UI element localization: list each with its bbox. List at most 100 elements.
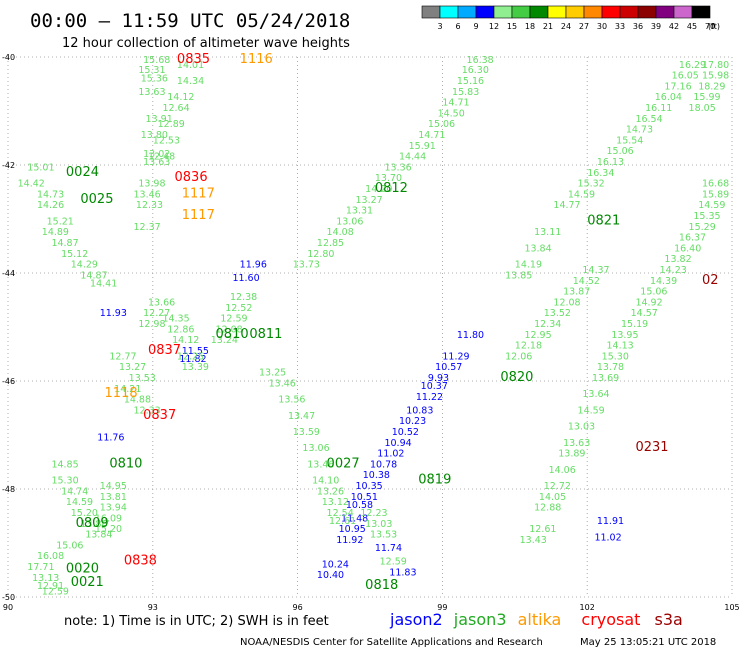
jason2-data-label: 10.94 bbox=[384, 438, 411, 449]
jason3-data-label: 13.39 bbox=[182, 362, 209, 373]
jason3-data-label: 12.89 bbox=[158, 119, 185, 130]
jason3-data-label: 13.86 bbox=[80, 519, 107, 530]
jason3-data-label: 15.20 bbox=[71, 508, 98, 519]
jason3-data-label: 14.01 bbox=[177, 60, 204, 71]
jason3-data-label: 13.11 bbox=[534, 227, 561, 238]
color-scale-label: 39 bbox=[651, 22, 661, 31]
jason3-data-label: 16.11 bbox=[645, 103, 672, 114]
jason3-data-label: 15.91 bbox=[409, 141, 436, 152]
jason3-data-label: 15.16 bbox=[457, 76, 484, 87]
jason3-data-label: 16.68 bbox=[702, 179, 729, 190]
color-scale-swatch bbox=[457, 5, 477, 19]
jason2-data-label: 11.76 bbox=[97, 432, 124, 443]
jason3-data-label: 13.12 bbox=[322, 497, 349, 508]
jason3-data-label: 16.09 bbox=[95, 513, 122, 524]
jason3-data-label: 12.48 bbox=[148, 152, 175, 163]
jason3-data-label: 12.33 bbox=[136, 200, 163, 211]
jason2-data-label: 10.57 bbox=[435, 362, 462, 373]
jason3-data-label: 15.54 bbox=[616, 135, 643, 146]
jason3-data-label: 17.71 bbox=[27, 562, 54, 573]
jason3-data-label: 14.59 bbox=[66, 497, 93, 508]
x-tick-label: 99 bbox=[437, 603, 447, 612]
jason3-data-label: 16.08 bbox=[37, 551, 64, 562]
track_labels_jason3-data-label: 0025 bbox=[80, 192, 113, 207]
color-scale-label: 42 bbox=[669, 22, 679, 31]
jason3-data-label: 13.25 bbox=[259, 368, 286, 379]
jason3-data-label: 13.02 bbox=[143, 149, 170, 160]
jason3-data-label: 13.46 bbox=[269, 378, 296, 389]
color-scale-swatch bbox=[691, 5, 711, 19]
jason3-data-label: 12.37 bbox=[133, 222, 160, 233]
color-scale-label: 18 bbox=[525, 22, 535, 31]
jason3-data-label: 18.05 bbox=[689, 103, 716, 114]
jason3-data-label: 15.21 bbox=[47, 216, 74, 227]
cryosat-data-label: 0836 bbox=[175, 170, 208, 185]
jason3-data-label: 14.59 bbox=[698, 200, 725, 211]
jason3-data-label: 13.94 bbox=[100, 503, 127, 514]
jason3-data-label: 15.30 bbox=[602, 351, 629, 362]
jason3-data-label: 14.34 bbox=[177, 76, 204, 87]
jason3-data-label: 12.80 bbox=[307, 249, 334, 260]
jason3-data-label: 14.59 bbox=[578, 405, 605, 416]
color-scale-label: 36 bbox=[633, 22, 643, 31]
cryosat-data-label: 0835 bbox=[177, 52, 210, 67]
jason3-data-label: 12.06 bbox=[505, 351, 532, 362]
color-scale-swatch bbox=[601, 5, 621, 19]
color-scale-swatch bbox=[421, 5, 441, 19]
jason3-data-label: 15.98 bbox=[702, 71, 729, 82]
track_labels_jason3-data-label: 0024 bbox=[66, 165, 99, 180]
x-tick-label: 90 bbox=[3, 603, 13, 612]
altika-data-label: 1116 bbox=[240, 52, 273, 67]
altika-data-label: 1117 bbox=[182, 186, 215, 201]
jason2-data-label: 11.48 bbox=[341, 513, 368, 524]
jason3-data-label: 14.12 bbox=[172, 335, 199, 346]
jason3-data-label: 13.81 bbox=[100, 492, 127, 503]
jason2-data-label: 10.95 bbox=[339, 524, 366, 535]
jason3-data-label: 13.84 bbox=[524, 243, 551, 254]
jason3-data-label: 15.31 bbox=[138, 65, 165, 76]
cryosat-data-label: 0838 bbox=[124, 554, 157, 569]
jason3-data-label: 12.08 bbox=[216, 324, 243, 335]
jason3-data-label: 12.86 bbox=[167, 324, 194, 335]
jason3-data-label: 13.63 bbox=[143, 157, 170, 168]
y-tick-label: -48 bbox=[2, 485, 15, 494]
jason2-data-label: 11.92 bbox=[336, 535, 363, 546]
jason3-data-label: 13.91 bbox=[146, 114, 173, 125]
jason3-data-label: 13.78 bbox=[597, 362, 624, 373]
jason3-data-label: 16.04 bbox=[655, 92, 682, 103]
jason3-data-label: 12.08 bbox=[553, 297, 580, 308]
jason3-data-label: 15.36 bbox=[141, 73, 168, 84]
jason2-data-label: 10.38 bbox=[363, 470, 390, 481]
jason3-data-label: 13.53 bbox=[129, 373, 156, 384]
jason3-data-label: 16.30 bbox=[462, 65, 489, 76]
credit-text: NOAA/NESDIS Center for Satellite Applica… bbox=[240, 637, 543, 648]
jason3-data-label: 12.59 bbox=[42, 586, 69, 597]
color-scale-label: 30 bbox=[597, 22, 607, 31]
jason3-data-label: 13.46 bbox=[307, 459, 334, 470]
jason3-data-label: 14.77 bbox=[553, 200, 580, 211]
jason3-data-label: 12.59 bbox=[220, 314, 247, 325]
jason3-data-label: 16.34 bbox=[587, 168, 614, 179]
jason3-data-label: 16.05 bbox=[672, 71, 699, 82]
jason3-data-label: 18.29 bbox=[698, 81, 725, 92]
jason3-data-label: 14.59 bbox=[568, 189, 595, 200]
jason2-data-label: 10.51 bbox=[351, 492, 378, 503]
cryosat-data-label: 0837 bbox=[143, 408, 176, 423]
satellite-legend: jason2 jason3 altika cryosat s3a bbox=[389, 610, 683, 629]
jason2-data-label: 11.02 bbox=[377, 449, 404, 460]
jason3-data-label: 14.29 bbox=[71, 260, 98, 271]
color-scale-swatch bbox=[475, 5, 495, 19]
jason2-data-label: 11.93 bbox=[100, 308, 127, 319]
jason3-data-label: 14.71 bbox=[418, 130, 445, 141]
jason3-data-label: 13.47 bbox=[288, 411, 315, 422]
track_labels_jason3-data-label: 0809 bbox=[76, 516, 109, 531]
jason3-data-label: 16.54 bbox=[635, 114, 662, 125]
jason3-data-label: 12.38 bbox=[230, 292, 257, 303]
jason3-data-label: 15.35 bbox=[693, 211, 720, 222]
jason3-data-label: 15.01 bbox=[27, 162, 54, 173]
color-scale-label: 6 bbox=[455, 22, 460, 31]
jason3-data-label: 12.61 bbox=[329, 516, 356, 527]
jason3-data-label: 14.95 bbox=[100, 481, 127, 492]
jason3-data-label: 14.41 bbox=[90, 279, 117, 290]
